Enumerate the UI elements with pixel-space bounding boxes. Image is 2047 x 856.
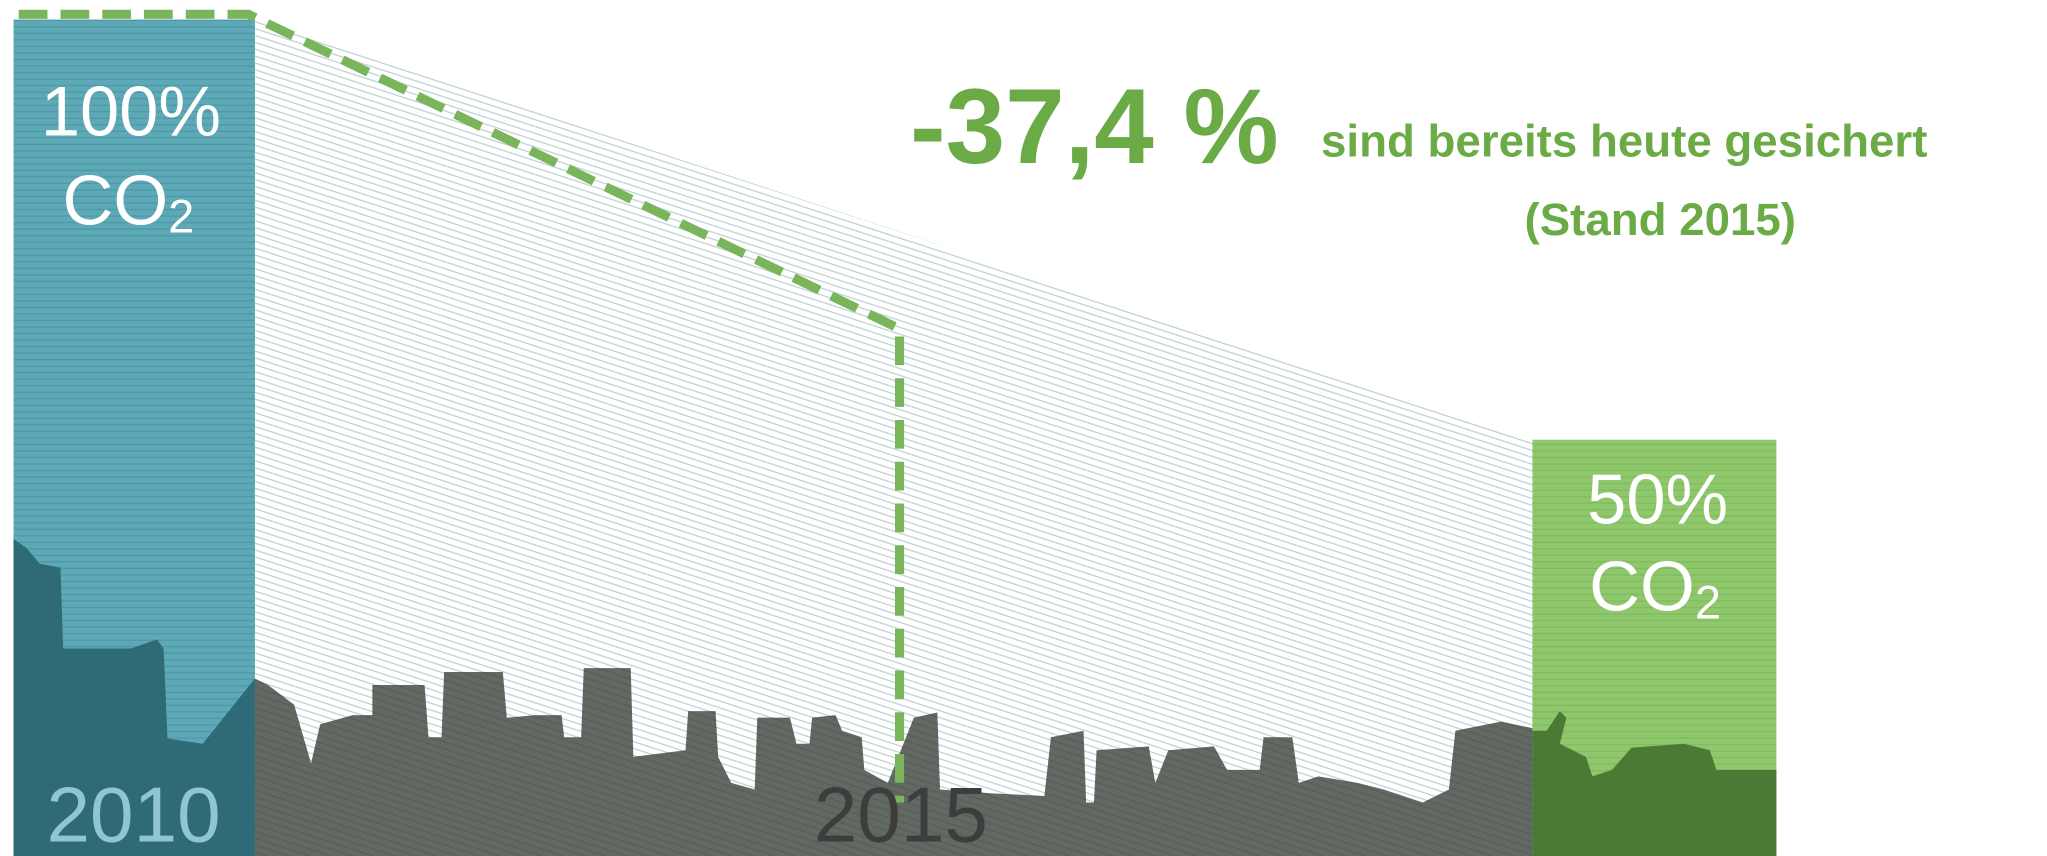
- headline-note: (Stand 2015): [1525, 194, 1797, 245]
- subscript: 2: [1695, 576, 1721, 629]
- left-year: 2010: [46, 771, 220, 856]
- page: {"left_bar": {"percent": "100%", "label"…: [0, 0, 2047, 856]
- left-percent: 100%: [41, 72, 221, 151]
- infographic: 100% CO2 2010 2015 50% CO2 -37,4 % sind …: [0, 0, 2047, 856]
- co-label: CO: [62, 160, 168, 239]
- headline-value: -37,4 %: [910, 66, 1279, 186]
- co-label: CO: [1589, 547, 1695, 626]
- right-percent: 50%: [1587, 459, 1728, 538]
- marker-year: 2015: [814, 771, 988, 856]
- subscript: 2: [168, 189, 194, 242]
- headline-text: sind bereits heute gesichert: [1321, 116, 1927, 167]
